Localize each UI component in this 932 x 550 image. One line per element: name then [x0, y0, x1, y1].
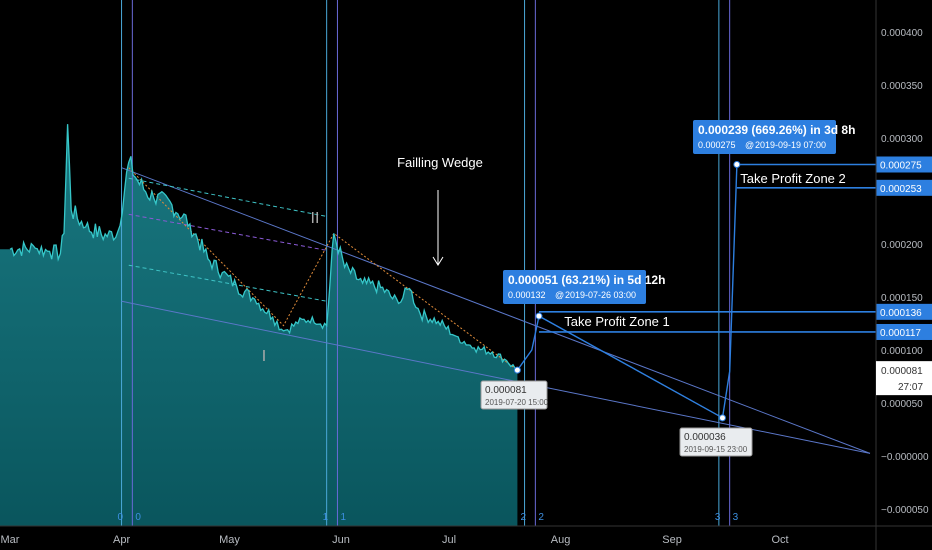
tp1-zone-label: Take Profit Zone 1: [564, 314, 670, 329]
channel-line-2: [128, 264, 327, 302]
vertical-line-label-6: 3: [715, 512, 721, 523]
price-tag-label-3: 0.000117: [880, 328, 921, 339]
tp1-tooltip-at: @: [555, 290, 564, 300]
y-tick-label-8: −0.000050: [881, 505, 929, 516]
x-tick-label-1: Apr: [113, 534, 130, 546]
pivot-point-2: [535, 312, 543, 320]
price-tag-box-0: [876, 156, 932, 173]
tp2-tooltip-at: @: [745, 140, 754, 150]
current-price-countdown: 27:07: [898, 382, 923, 393]
wedge-arrow-head: [432, 256, 444, 266]
low-tooltip-date: 2019-07-20 15:00: [485, 398, 549, 407]
x-tick-label-6: Sep: [662, 534, 682, 546]
tp2-zone-label: Take Profit Zone 2: [740, 171, 846, 186]
y-tick-label-2: 0.000300: [881, 134, 923, 145]
price-area: [0, 124, 518, 526]
tp2-tooltip-box: [693, 120, 836, 154]
channel-line-0: [128, 177, 327, 217]
price-tag-box-3: [876, 323, 932, 340]
channel-line-1: [128, 213, 327, 251]
pivot-point-1: [718, 414, 726, 422]
y-tick-label-3: 0.000200: [881, 240, 923, 251]
price-tag-box-2: [876, 303, 932, 320]
pivot-point-3: [733, 161, 741, 168]
x-tick-label-3: Jun: [332, 534, 350, 546]
vertical-line-label-4: 2: [521, 512, 527, 523]
x-tick-label-5: Aug: [551, 534, 571, 546]
tp1-tooltip-title: 0.000051 (63.21%) in 5d 12h: [508, 273, 665, 287]
x-tick-label-0: Mar: [1, 534, 20, 546]
y-tick-label-0: 0.000400: [881, 28, 923, 39]
pivot-point-0: [513, 366, 521, 374]
vertical-line-label-0: 0: [118, 512, 124, 523]
y-tick-label-1: 0.000350: [881, 81, 923, 92]
x-tick-label-7: Oct: [771, 534, 788, 546]
price-tag-box-1: [876, 179, 932, 196]
low2-tooltip-box: [679, 427, 753, 457]
low-tooltip-box: [480, 380, 548, 410]
tp1-tooltip-sub: 0.000132: [508, 290, 546, 300]
tp1-tooltip-date: 2019-07-26 03:00: [565, 290, 636, 300]
projection-path: [516, 164, 738, 419]
vertical-line-label-5: 2: [538, 512, 544, 523]
price-line: [9, 124, 518, 371]
y-tick-label-6: 0.000050: [881, 399, 923, 410]
roman-two-label: II: [311, 210, 320, 227]
x-tick-label-4: Jul: [442, 534, 456, 546]
vertical-line-label-2: 1: [323, 512, 329, 523]
y-tick-label-7: −0.000000: [881, 452, 929, 463]
wedge-label: Failling Wedge: [397, 155, 483, 170]
tp1-tooltip-box: [503, 270, 646, 304]
tp2-tooltip-date: 2019-09-19 07:00: [755, 140, 826, 150]
low-tooltip-value: 0.000081: [485, 385, 527, 396]
price-tag-label-2: 0.000136: [880, 308, 922, 319]
vertical-line-label-3: 1: [340, 512, 346, 523]
roman-one-label: I: [262, 348, 266, 365]
current-price-label: 0.000081: [881, 366, 923, 377]
low2-tooltip-value: 0.000036: [684, 432, 726, 443]
y-tick-label-4: 0.000150: [881, 293, 923, 304]
vertical-line-label-7: 3: [733, 512, 739, 523]
y-tick-label-5: 0.000100: [881, 346, 923, 357]
wedge-upper-line: [121, 167, 871, 454]
tp2-tooltip-sub: 0.000275: [698, 140, 736, 150]
low2-tooltip-date: 2019-09-15 23:00: [684, 445, 748, 454]
current-price-box: [876, 361, 932, 396]
price-tag-label-1: 0.000253: [880, 184, 922, 195]
fib-line-0: [128, 167, 518, 371]
x-tick-label-2: May: [219, 534, 240, 546]
price-tag-label-0: 0.000275: [880, 161, 922, 172]
vertical-line-label-1: 0: [135, 512, 141, 523]
tp2-tooltip-title: 0.000239 (669.26%) in 3d 8h: [698, 123, 855, 137]
